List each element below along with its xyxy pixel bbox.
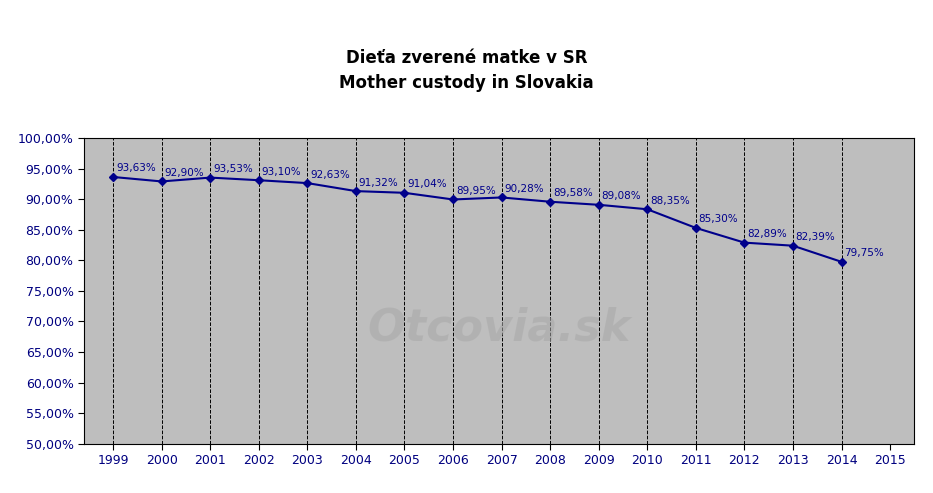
Text: 90,28%: 90,28% [505,184,544,194]
Text: 93,10%: 93,10% [261,167,301,176]
Text: 79,75%: 79,75% [844,248,884,258]
Text: 82,39%: 82,39% [796,232,835,242]
Text: 85,30%: 85,30% [699,214,738,224]
Text: 89,58%: 89,58% [553,188,592,198]
Text: 89,95%: 89,95% [456,186,495,196]
Text: Otcovia.sk: Otcovia.sk [368,306,631,349]
Text: 88,35%: 88,35% [650,196,689,206]
Text: 82,89%: 82,89% [747,229,787,239]
Text: 92,90%: 92,90% [164,168,204,178]
Text: 92,63%: 92,63% [310,170,350,179]
Text: Dieťa zverené matke v SR
Mother custody in Slovakia: Dieťa zverené matke v SR Mother custody … [340,49,593,92]
Text: 89,08%: 89,08% [602,191,641,201]
Text: 93,53%: 93,53% [213,164,253,174]
Text: 91,32%: 91,32% [358,177,398,187]
Text: 91,04%: 91,04% [407,179,447,189]
Text: 93,63%: 93,63% [116,163,156,174]
